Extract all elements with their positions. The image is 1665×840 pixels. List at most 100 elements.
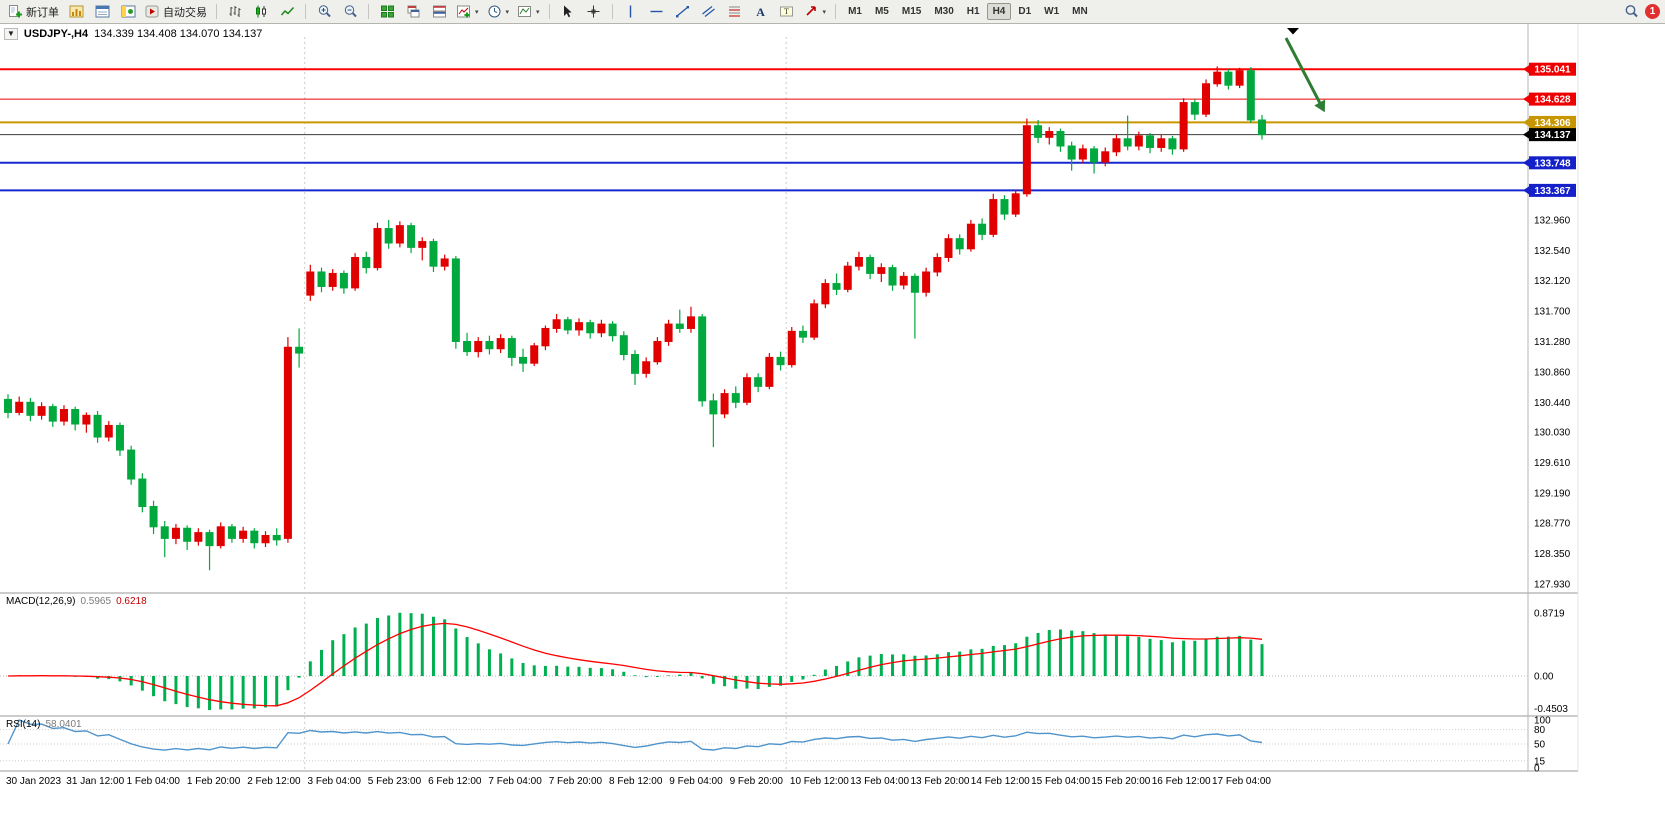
svg-text:6 Feb 12:00: 6 Feb 12:00: [428, 776, 482, 787]
window-tile-horizontal-button[interactable]: [427, 2, 451, 22]
dropdown-caret-icon: ▾: [475, 8, 479, 16]
timeframe-m5[interactable]: M5: [874, 6, 889, 17]
navigator-button[interactable]: [116, 2, 140, 22]
svg-text:129.190: 129.190: [1534, 488, 1571, 499]
arrows-button[interactable]: ▾: [801, 2, 830, 22]
svg-text:3 Feb 04:00: 3 Feb 04:00: [308, 776, 362, 787]
timeframe-mn[interactable]: MN: [1072, 6, 1088, 17]
macd-signal-line: [7, 622, 1263, 707]
ohlc-readout: 134.339 134.408 134.070 134.137: [94, 28, 263, 40]
svg-text:5 Feb 23:00: 5 Feb 23:00: [368, 776, 422, 787]
rsi-line: [7, 719, 1263, 751]
trendline-button[interactable]: [671, 2, 695, 22]
svg-text:129.610: 129.610: [1534, 458, 1571, 469]
timeframe-d1[interactable]: D1: [1018, 6, 1032, 17]
horizontal-line-button[interactable]: [645, 2, 669, 22]
data-window-button[interactable]: [90, 2, 114, 22]
svg-text:-0.4503: -0.4503: [1534, 704, 1568, 715]
timeframe-h4[interactable]: H4: [986, 3, 1012, 20]
chart-window: 132.960 132.540 132.120 131.700 131.280 130.8…: [0, 24, 1665, 840]
timeframe-h1[interactable]: H1: [966, 6, 980, 17]
market-watch-button[interactable]: [64, 2, 88, 22]
trendline-icon: [676, 6, 690, 18]
time-axis: 30 Jan 2023 31 Jan 12:00 1 Feb 04:00 1 Feb …: [6, 776, 1271, 787]
svg-text:132.960: 132.960: [1534, 215, 1571, 226]
horizontal-lines: [0, 68, 1528, 192]
timeframe-m1[interactable]: M1: [848, 6, 862, 17]
svg-text:16 Feb 12:00: 16 Feb 12:00: [1152, 776, 1211, 787]
toolbar-separator: [368, 4, 369, 19]
svg-text:17 Feb 04:00: 17 Feb 04:00: [1212, 776, 1271, 787]
tile-windows-icon: [380, 5, 394, 18]
svg-text:131.700: 131.700: [1534, 307, 1571, 318]
timeframe-group: M1 M5 M15 M30 H1 H4 D1 W1 MN: [842, 3, 1094, 20]
periods-button[interactable]: ▾: [484, 2, 513, 22]
svg-text:130.440: 130.440: [1534, 398, 1571, 409]
label-button[interactable]: T: [775, 2, 799, 22]
chart-candles-button[interactable]: [249, 2, 273, 22]
svg-text:134.628: 134.628: [1534, 95, 1571, 106]
svg-text:132.120: 132.120: [1534, 276, 1571, 287]
templates-button[interactable]: ▾: [514, 2, 543, 22]
timeframe-m30[interactable]: M30: [934, 6, 954, 17]
autotrading-icon: [145, 5, 159, 18]
tile-horizontal-icon: [432, 5, 446, 18]
fibonacci-button[interactable]: [723, 2, 747, 22]
add-indicator-icon: [457, 5, 470, 18]
autotrading-button[interactable]: 自动交易: [142, 2, 210, 22]
window-cascade-button[interactable]: [401, 2, 425, 22]
timeframe-w1[interactable]: W1: [1044, 6, 1060, 17]
svg-text:0.00: 0.00: [1534, 672, 1554, 683]
zoom-out-button[interactable]: [338, 2, 362, 22]
channel-button[interactable]: [697, 2, 721, 22]
vertical-line-button[interactable]: [619, 2, 643, 22]
timeframe-m15[interactable]: M15: [901, 6, 922, 17]
zoom-out-icon: [344, 5, 357, 18]
svg-text:2 Feb 12:00: 2 Feb 12:00: [247, 776, 301, 787]
line-chart-icon: [280, 6, 294, 16]
svg-text:132.540: 132.540: [1534, 246, 1571, 257]
svg-text:T: T: [784, 7, 789, 16]
cursor-icon: [564, 5, 572, 18]
svg-text:1 Feb 04:00: 1 Feb 04:00: [127, 776, 181, 787]
rsi-name: RSI(14): [6, 719, 41, 730]
chart-bars-button[interactable]: [223, 2, 247, 22]
dropdown-caret-icon: ▾: [536, 8, 540, 16]
toolbar-separator: [216, 4, 217, 19]
clock-icon: [488, 5, 501, 18]
svg-text:13 Feb 20:00: 13 Feb 20:00: [911, 776, 970, 787]
horizontal-line-icon: [650, 10, 663, 13]
notification-badge[interactable]: 1: [1645, 4, 1660, 19]
text-button[interactable]: A: [749, 2, 773, 22]
annotation-arrow: [1284, 28, 1326, 113]
market-watch-icon: [69, 5, 83, 18]
zoom-in-button[interactable]: [312, 2, 336, 22]
text-tool-icon: A: [756, 4, 765, 19]
template-icon: [518, 6, 532, 17]
svg-text:80: 80: [1534, 725, 1546, 736]
new-order-button[interactable]: 新订单: [5, 2, 62, 22]
bar-chart-icon: [229, 6, 240, 17]
svg-text:9 Feb 20:00: 9 Feb 20:00: [730, 776, 784, 787]
svg-text:128.350: 128.350: [1534, 549, 1571, 560]
price-chart[interactable]: 132.960 132.540 132.120 131.700 131.280 130.8…: [0, 24, 1665, 840]
tile-windows-button[interactable]: [375, 2, 399, 22]
arrow-objects-icon: [805, 6, 816, 16]
macd-name: MACD(12,26,9): [6, 596, 76, 607]
svg-text:9 Feb 04:00: 9 Feb 04:00: [669, 776, 723, 787]
crosshair-button[interactable]: [582, 2, 606, 22]
chart-collapse-button[interactable]: ▼: [4, 28, 18, 40]
svg-text:13 Feb 04:00: 13 Feb 04:00: [850, 776, 909, 787]
macd-histogram: [17, 612, 1264, 710]
toolbar-separator: [835, 4, 837, 19]
macd-indicator-label: MACD(12,26,9) 0.5965 0.6218: [6, 596, 147, 607]
svg-text:15: 15: [1534, 756, 1546, 767]
svg-text:50: 50: [1534, 740, 1546, 751]
search-button[interactable]: [1619, 2, 1643, 22]
svg-text:131.280: 131.280: [1534, 337, 1571, 348]
cursor-button[interactable]: [556, 2, 580, 22]
chart-line-button[interactable]: [275, 2, 299, 22]
svg-text:15 Feb 20:00: 15 Feb 20:00: [1091, 776, 1150, 787]
indicators-button[interactable]: ▾: [453, 2, 482, 22]
svg-text:8 Feb 12:00: 8 Feb 12:00: [609, 776, 663, 787]
